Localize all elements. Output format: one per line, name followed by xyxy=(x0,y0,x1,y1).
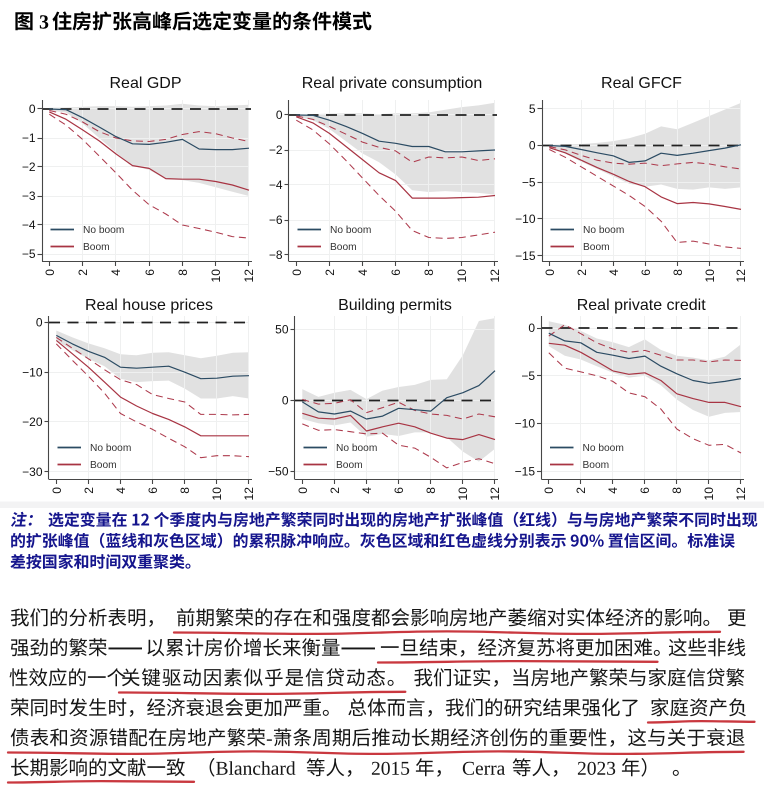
svg-text:−5: −5 xyxy=(522,175,536,189)
svg-text:0: 0 xyxy=(29,102,36,116)
svg-text:−5: −5 xyxy=(521,369,535,383)
svg-text:12: 12 xyxy=(734,269,748,283)
svg-text:5: 5 xyxy=(529,102,536,116)
svg-text:2: 2 xyxy=(574,487,588,494)
svg-text:6: 6 xyxy=(146,487,160,494)
svg-text:0: 0 xyxy=(296,487,310,494)
svg-text:10: 10 xyxy=(209,269,223,283)
svg-text:4: 4 xyxy=(114,487,128,494)
svg-text:6: 6 xyxy=(638,487,652,494)
svg-text:6: 6 xyxy=(392,487,406,494)
svg-text:8: 8 xyxy=(422,269,436,276)
svg-text:0: 0 xyxy=(528,321,535,335)
svg-text:50: 50 xyxy=(275,323,289,337)
svg-text:8: 8 xyxy=(424,487,438,494)
svg-text:−20: −20 xyxy=(22,415,43,429)
svg-text:12: 12 xyxy=(488,269,502,283)
svg-text:8: 8 xyxy=(176,269,190,276)
svg-text:−2: −2 xyxy=(22,160,36,174)
svg-text:−50: −50 xyxy=(268,465,289,479)
svg-text:Real private consumption: Real private consumption xyxy=(302,75,483,92)
svg-text:−5: −5 xyxy=(22,247,36,261)
svg-text:2: 2 xyxy=(575,269,589,276)
svg-text:8: 8 xyxy=(178,487,192,494)
svg-text:10: 10 xyxy=(702,487,716,501)
svg-text:6: 6 xyxy=(143,269,157,276)
svg-text:−15: −15 xyxy=(515,464,536,478)
svg-text:No boom: No boom xyxy=(583,443,624,454)
svg-text:6: 6 xyxy=(389,269,403,276)
svg-text:Boom: Boom xyxy=(583,460,610,471)
svg-text:12: 12 xyxy=(734,487,748,501)
svg-text:Real private credit: Real private credit xyxy=(577,297,707,314)
svg-text:4: 4 xyxy=(606,487,620,494)
svg-text:0: 0 xyxy=(276,108,283,122)
svg-text:10: 10 xyxy=(210,487,224,501)
svg-text:−8: −8 xyxy=(269,248,283,262)
svg-text:4: 4 xyxy=(607,269,621,276)
svg-text:Building permits: Building permits xyxy=(338,297,452,314)
svg-text:−4: −4 xyxy=(22,218,36,232)
svg-text:Real GDP: Real GDP xyxy=(109,75,181,92)
svg-text:2: 2 xyxy=(323,269,337,276)
svg-text:0: 0 xyxy=(290,269,304,276)
svg-text:10: 10 xyxy=(456,487,470,501)
svg-text:0: 0 xyxy=(529,139,536,153)
svg-text:0: 0 xyxy=(542,487,556,494)
svg-text:0: 0 xyxy=(282,394,289,408)
svg-text:No boom: No boom xyxy=(336,443,377,454)
svg-text:0: 0 xyxy=(543,269,557,276)
svg-text:4: 4 xyxy=(109,269,123,276)
svg-text:8: 8 xyxy=(671,269,685,276)
svg-text:4: 4 xyxy=(360,487,374,494)
svg-text:−15: −15 xyxy=(515,249,536,263)
svg-text:−3: −3 xyxy=(22,189,36,203)
svg-text:2: 2 xyxy=(328,487,342,494)
svg-text:−4: −4 xyxy=(269,178,283,192)
svg-text:No boom: No boom xyxy=(90,443,131,454)
svg-text:−10: −10 xyxy=(515,417,536,431)
svg-text:4: 4 xyxy=(356,269,370,276)
svg-text:0: 0 xyxy=(50,487,64,494)
svg-text:No boom: No boom xyxy=(83,225,124,236)
svg-text:10: 10 xyxy=(703,269,717,283)
svg-text:2: 2 xyxy=(82,487,96,494)
svg-text:No boom: No boom xyxy=(583,225,624,236)
svg-text:0: 0 xyxy=(43,269,57,276)
svg-text:−2: −2 xyxy=(269,143,283,157)
svg-text:No boom: No boom xyxy=(330,225,371,236)
svg-text:Boom: Boom xyxy=(336,460,363,471)
svg-text:−30: −30 xyxy=(22,465,43,479)
svg-text:Boom: Boom xyxy=(583,242,610,253)
svg-text:Boom: Boom xyxy=(330,242,357,253)
svg-text:−6: −6 xyxy=(269,213,283,227)
svg-text:8: 8 xyxy=(670,487,684,494)
svg-text:6: 6 xyxy=(639,269,653,276)
svg-text:Real GFCF: Real GFCF xyxy=(601,75,682,92)
svg-text:−10: −10 xyxy=(515,212,536,226)
svg-text:12: 12 xyxy=(488,487,502,501)
svg-text:Boom: Boom xyxy=(90,460,117,471)
svg-text:0: 0 xyxy=(36,316,43,330)
svg-text:12: 12 xyxy=(242,487,256,501)
svg-text:Real house prices: Real house prices xyxy=(85,297,213,314)
svg-text:12: 12 xyxy=(242,269,256,283)
svg-text:2: 2 xyxy=(76,269,90,276)
svg-text:−10: −10 xyxy=(22,365,43,379)
svg-text:Boom: Boom xyxy=(83,242,110,253)
svg-text:−1: −1 xyxy=(22,131,36,145)
svg-text:10: 10 xyxy=(455,269,469,283)
